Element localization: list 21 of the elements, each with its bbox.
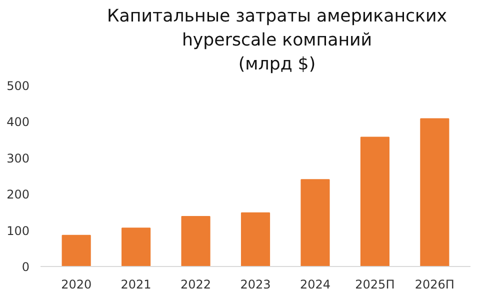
x-tick-label: 2023 <box>240 278 271 292</box>
y-tick-label: 0 <box>22 260 30 274</box>
y-tick-label: 100 <box>6 224 30 238</box>
bar <box>420 118 450 266</box>
x-tick-label: 2021 <box>120 278 152 292</box>
bar <box>300 179 330 266</box>
bar <box>122 228 151 266</box>
x-tick-label: 2024 <box>300 278 330 292</box>
bar <box>181 216 210 266</box>
bar <box>360 136 390 266</box>
x-tick-label: 2026П <box>414 278 454 292</box>
x-tick-label: 2022 <box>180 278 212 292</box>
chart-title: Капитальные затраты американских hyperscale компаний (млрд $) <box>106 6 448 74</box>
x-tick-label: 2020 <box>61 278 92 292</box>
y-tick-label: 300 <box>6 151 30 166</box>
bar <box>240 212 270 266</box>
bar <box>62 234 91 266</box>
y-tick-label: 400 <box>6 115 30 130</box>
y-tick-label: 200 <box>6 188 30 202</box>
y-tick-label: 500 <box>6 79 30 93</box>
x-tick-label: 2025П <box>355 278 395 292</box>
